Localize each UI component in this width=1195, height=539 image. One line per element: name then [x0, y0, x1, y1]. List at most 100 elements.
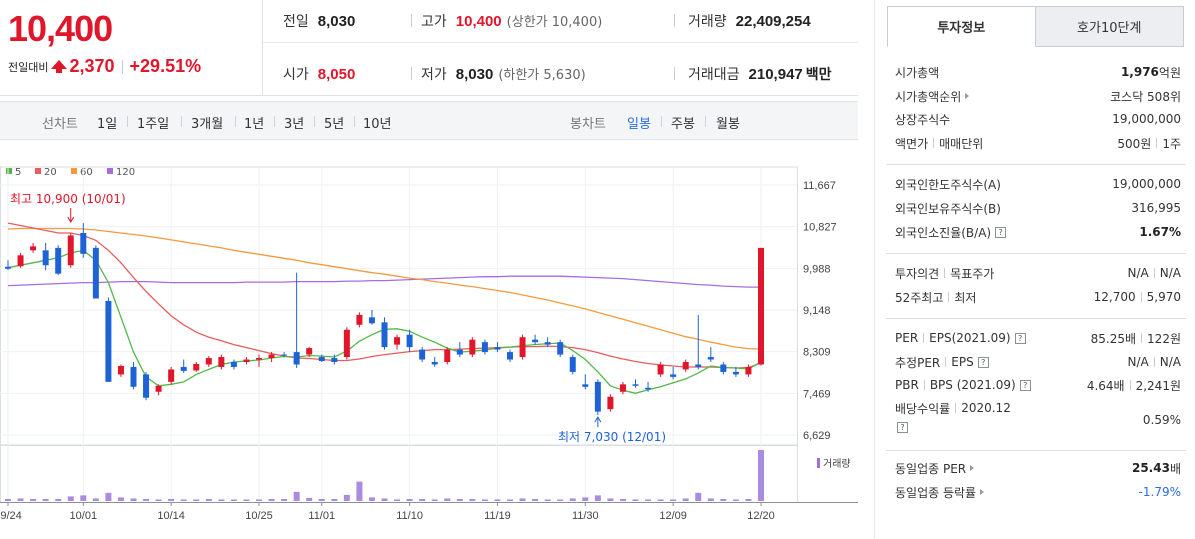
- candle-body: [406, 334, 413, 348]
- volume-bar: [180, 499, 187, 501]
- stat-amount: 거래대금 210,947 백만: [688, 64, 832, 84]
- row-label-wrap: 52주최고 최저: [895, 289, 976, 306]
- divider: [674, 14, 675, 27]
- help-icon[interactable]: ?: [995, 226, 1007, 238]
- row-pbr-bps: PBR BPS (2021.09)? 4.64배 2,241원: [895, 374, 1181, 396]
- candle-daily[interactable]: 일봉: [627, 117, 651, 132]
- volume-bar: [657, 499, 664, 501]
- stat-label: 거래대금: [688, 67, 740, 83]
- divider: [661, 116, 662, 127]
- candle-body: [180, 366, 187, 371]
- row-value-2: 122원: [1147, 331, 1181, 346]
- row-label: 상장주식수: [895, 112, 951, 127]
- row-label-2: 목표주가: [950, 266, 995, 281]
- x-tick-label: 09/24: [0, 510, 22, 522]
- divider: [886, 253, 1186, 254]
- row-label: 투자의견: [895, 266, 940, 281]
- candle-weekly[interactable]: 주봉: [671, 117, 695, 132]
- candle-body: [155, 385, 162, 392]
- volume-bar: [758, 450, 764, 501]
- period-10y[interactable]: 10년: [363, 117, 392, 132]
- stat-high: 고가 10,400 (상한가 10,400): [421, 11, 602, 31]
- tab-investment-info[interactable]: 투자정보: [887, 6, 1036, 47]
- period-1y[interactable]: 1년: [244, 117, 265, 132]
- divider: [886, 450, 1186, 451]
- period-1d[interactable]: 1일: [97, 117, 118, 132]
- divider: [354, 116, 355, 127]
- help-icon[interactable]: ?: [977, 356, 989, 368]
- help-icon[interactable]: ?: [1019, 379, 1031, 391]
- volume-bar: [682, 498, 689, 501]
- current-price-box: 10,400 전일대비 2,370 +29.51%: [0, 0, 263, 96]
- legend-swatch: [107, 168, 113, 174]
- investment-info-panel: 투자정보 호가10단계 시가총액 1,976 억원 시가총액순위 코스닥 508위…: [886, 0, 1195, 539]
- divider: [235, 116, 236, 127]
- stat-label: 시가: [283, 67, 309, 83]
- row-value: 500원: [1117, 136, 1152, 151]
- candle-body: [544, 342, 551, 345]
- row-label-wrap: 동일업종 등락률: [895, 484, 985, 501]
- candle-body: [507, 352, 513, 360]
- volume-bar: [695, 492, 702, 501]
- row-sector-per[interactable]: 동일업종 PER 25.43 배: [895, 457, 1181, 479]
- candle-body: [419, 349, 426, 360]
- volume-bar: [281, 498, 288, 501]
- row-label-wrap: 동일업종 PER: [895, 460, 975, 477]
- row-sector-change[interactable]: 동일업종 등락률 -1.79%: [895, 481, 1181, 503]
- candle-body: [431, 362, 438, 365]
- period-3m[interactable]: 3개월: [191, 117, 224, 132]
- volume-bar: [293, 491, 300, 501]
- volume-bar: [218, 499, 225, 501]
- divider: [933, 138, 935, 148]
- row-label-wrap: ?: [895, 421, 908, 433]
- volume-bar: [205, 498, 212, 501]
- volume-bar: [343, 494, 350, 501]
- row-label: 동일업종 PER: [895, 461, 967, 476]
- volume-bar: [494, 499, 501, 501]
- ma20-line: [7, 222, 762, 369]
- chevron-right-icon: [980, 489, 985, 495]
- divider: [886, 318, 1186, 319]
- candle-monthly[interactable]: 월봉: [716, 117, 740, 132]
- volume-bar: [67, 496, 74, 501]
- volume-bar: [557, 499, 564, 501]
- row-label-wrap: 외국인소진율(B/A)?: [895, 224, 1007, 241]
- y-tick-label: 6,629: [803, 430, 831, 442]
- low-annotation: 최저 7,030 (12/01): [558, 430, 666, 444]
- stock-price-chart[interactable]: 5 20 60 120 11,667 10,827 9,988 9,148 8,309 7,46…: [0, 140, 858, 539]
- candle-body: [682, 362, 689, 370]
- divider: [411, 67, 412, 80]
- period-1w[interactable]: 1주일: [137, 117, 170, 132]
- candle-body: [394, 337, 401, 345]
- stat-prev-close: 전일 8,030: [283, 11, 355, 31]
- volume-bar: [532, 498, 539, 501]
- y-tick-label: 9,988: [803, 263, 831, 275]
- divider: [886, 164, 1186, 165]
- row-foreign-holdings: 외국인보유주식수(B) 316,995: [895, 197, 1181, 219]
- help-icon[interactable]: ?: [1014, 332, 1026, 344]
- ma120-line: [7, 275, 761, 288]
- x-tick-label: 10/01: [70, 510, 98, 522]
- period-5y[interactable]: 5년: [324, 117, 345, 132]
- volume-bar: [431, 499, 438, 501]
- period-3y[interactable]: 3년: [284, 117, 305, 132]
- volume-label: 거래량: [823, 458, 851, 470]
- row-value-2: 1주: [1162, 136, 1181, 151]
- row-market-cap-rank[interactable]: 시가총액순위 코스닥 508위: [895, 85, 1181, 107]
- tab-order-book[interactable]: 호가10단계: [1035, 6, 1184, 47]
- volume-bar: [80, 495, 87, 501]
- chevron-right-icon: [970, 465, 975, 471]
- divider: [955, 403, 957, 413]
- row-label-wrap: PBR BPS (2021.09)?: [895, 378, 1031, 392]
- row-label-2: BPS (2021.09): [929, 378, 1016, 392]
- volume-bars: 거래량: [5, 450, 851, 501]
- volume-bar: [356, 481, 363, 501]
- help-icon[interactable]: ?: [897, 421, 908, 433]
- candle-body: [230, 362, 237, 367]
- change-percent: +29.51%: [129, 56, 202, 76]
- row-label-wrap: 추정PER EPS?: [895, 354, 989, 371]
- row-dividend: 배당수익률 2020.12: [895, 398, 1181, 418]
- legend-swatch: [71, 168, 77, 174]
- market-cap-value: 1,976: [1120, 65, 1159, 79]
- x-tick-label: 12/20: [747, 510, 775, 522]
